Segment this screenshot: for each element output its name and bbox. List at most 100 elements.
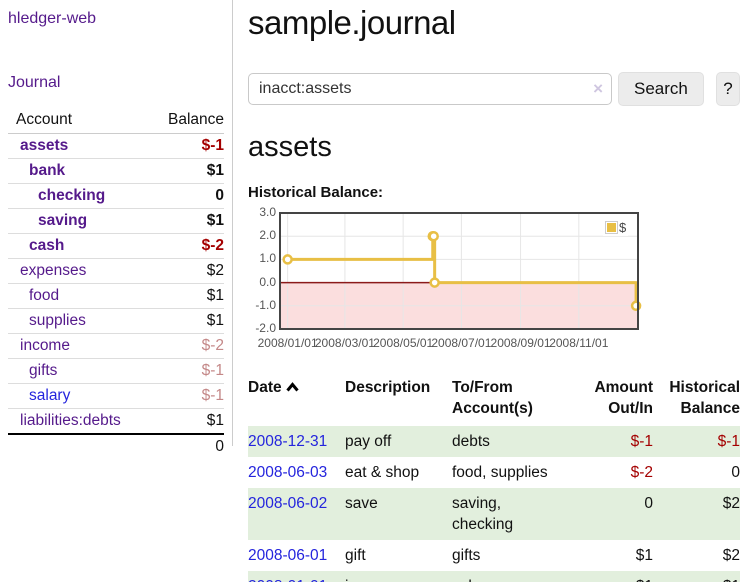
account-balance: 0 xyxy=(215,187,224,204)
txn-date-link[interactable]: 2008-12-31 xyxy=(248,433,328,450)
accounts-total-row: 0 xyxy=(8,434,224,459)
y-tick-label: 3.0 xyxy=(259,205,276,219)
account-balance: $-2 xyxy=(201,237,224,254)
txn-date-link[interactable]: 2008-06-01 xyxy=(248,547,328,564)
txn-header-tofrom: To/From Account(s) xyxy=(452,379,533,417)
txn-accounts: saving, checking xyxy=(452,495,514,533)
txn-amount: $1 xyxy=(577,571,653,582)
txn-balance: $-1 xyxy=(717,433,740,450)
account-link-supplies[interactable]: supplies xyxy=(29,312,86,329)
txn-amount: $-1 xyxy=(630,433,653,450)
account-row: liabilities:debts $1 xyxy=(8,409,224,434)
search-input[interactable] xyxy=(248,73,612,105)
main-content: sample.journal × Search ? assets Histori… xyxy=(248,0,740,582)
txn-balance: $1 xyxy=(653,571,740,582)
x-tick-label: 2008/11/01 xyxy=(549,336,609,350)
account-balance: $1 xyxy=(206,162,224,179)
legend-label: $ xyxy=(619,220,627,235)
accounts-header-balance: Balance xyxy=(167,111,224,128)
historical-balance-chart: $ 3.0 2.0 1.0 0.0 -1.0 -2.0 2008/01/01 2008/03/… xyxy=(248,205,648,355)
sort-ascending-icon xyxy=(285,377,299,398)
txn-description: save xyxy=(345,495,378,512)
account-link-cash[interactable]: cash xyxy=(29,237,65,254)
account-row: expenses $2 xyxy=(8,259,224,284)
transaction-row: 2008-06-03 eat & shop food, supplies $-2… xyxy=(248,457,740,488)
account-row: gifts $-1 xyxy=(8,359,224,384)
account-link-gifts[interactable]: gifts xyxy=(29,362,58,379)
help-button[interactable]: ? xyxy=(715,72,740,106)
txn-balance: $2 xyxy=(722,495,740,512)
account-heading: assets xyxy=(248,131,332,163)
x-tick-label: 2008/03/01 xyxy=(314,336,375,350)
account-link-checking[interactable]: checking xyxy=(38,187,106,204)
txn-accounts: gifts xyxy=(452,547,481,564)
x-tick-label: 2008/09/01 xyxy=(490,336,551,350)
account-link-income[interactable]: income xyxy=(20,337,70,354)
txn-description: gift xyxy=(345,547,366,564)
account-link-salary[interactable]: salary xyxy=(29,387,71,404)
sidebar-item-journal[interactable]: Journal xyxy=(8,74,61,91)
account-row: bank $1 xyxy=(8,159,224,184)
account-balance: $1 xyxy=(206,312,224,329)
search-button[interactable]: Search xyxy=(618,72,704,106)
account-link-saving[interactable]: saving xyxy=(38,212,88,229)
txn-header-balance: Historical Balance xyxy=(669,379,740,417)
txn-amount: 0 xyxy=(644,495,653,512)
account-link-expenses[interactable]: expenses xyxy=(20,262,87,279)
accounts-total-value: 0 xyxy=(215,438,224,455)
account-row: supplies $1 xyxy=(8,309,224,334)
txn-accounts: salary xyxy=(452,571,577,582)
y-tick-label: -1.0 xyxy=(255,297,276,312)
y-tick-label: 1.0 xyxy=(259,251,276,266)
txn-date-link[interactable]: 2008-06-03 xyxy=(248,464,328,481)
account-row: saving $1 xyxy=(8,209,224,234)
account-balance: $1 xyxy=(206,287,224,304)
x-tick-label: 2008/07/01 xyxy=(431,336,492,350)
accounts-header-account: Account xyxy=(16,111,73,128)
y-tick-label: -2.0 xyxy=(255,321,276,335)
account-row: income $-2 xyxy=(8,334,224,359)
txn-description: eat & shop xyxy=(345,464,420,481)
txn-balance: 0 xyxy=(731,464,740,481)
x-tick-label: 2008/05/01 xyxy=(373,336,434,350)
transactions-table: Date Description To/From Account(s) Amou… xyxy=(248,377,740,582)
txn-date-link[interactable]: 2008-06-02 xyxy=(248,495,328,512)
account-row: cash $-2 xyxy=(8,234,224,259)
account-balance: $-2 xyxy=(201,337,224,354)
accounts-table: Account Balance assets $-1 bank $1 check… xyxy=(8,108,224,459)
x-tick-label: 2008/01/01 xyxy=(257,336,318,350)
account-row: assets $-1 xyxy=(8,134,224,159)
y-tick-label: 0.0 xyxy=(259,274,276,289)
txn-header-date[interactable]: Date xyxy=(248,377,345,426)
account-balance: $1 xyxy=(206,212,224,229)
txn-balance: $2 xyxy=(722,547,740,564)
account-link-food[interactable]: food xyxy=(29,287,60,304)
account-row: salary $-1 xyxy=(8,384,224,409)
txn-header-amount: Amount Out/In xyxy=(594,379,653,417)
txn-description: income xyxy=(345,571,452,582)
transaction-row: 2008-01-01 income salary $1 $1 xyxy=(248,571,740,582)
brand-link[interactable]: hledger-web xyxy=(8,10,97,27)
transaction-row: 2008-06-01 gift gifts $1 $2 xyxy=(248,540,740,571)
txn-header-description: Description xyxy=(345,379,431,396)
account-link-liabilities-debts[interactable]: liabilities:debts xyxy=(20,412,121,429)
account-balance: $2 xyxy=(206,262,224,279)
y-tick-label: 2.0 xyxy=(259,228,276,243)
account-balance: $1 xyxy=(206,412,224,429)
clear-search-icon[interactable]: × xyxy=(593,79,603,98)
chart-canvas xyxy=(279,212,642,330)
account-row: checking 0 xyxy=(8,184,224,209)
txn-date-link[interactable]: 2008-01-01 xyxy=(248,578,327,582)
account-balance: $-1 xyxy=(201,137,224,154)
account-link-bank[interactable]: bank xyxy=(29,162,66,179)
page-title: sample.journal xyxy=(248,4,456,41)
sidebar: hledger-web Journal Account Balance asse… xyxy=(0,0,233,455)
account-link-assets[interactable]: assets xyxy=(20,137,69,154)
txn-description: pay off xyxy=(345,433,392,450)
search-form: × Search ? xyxy=(248,72,740,106)
search-box: × xyxy=(248,73,612,105)
txn-amount: $1 xyxy=(635,547,653,564)
account-balance: $-1 xyxy=(201,362,224,379)
txn-accounts: debts xyxy=(452,433,490,450)
